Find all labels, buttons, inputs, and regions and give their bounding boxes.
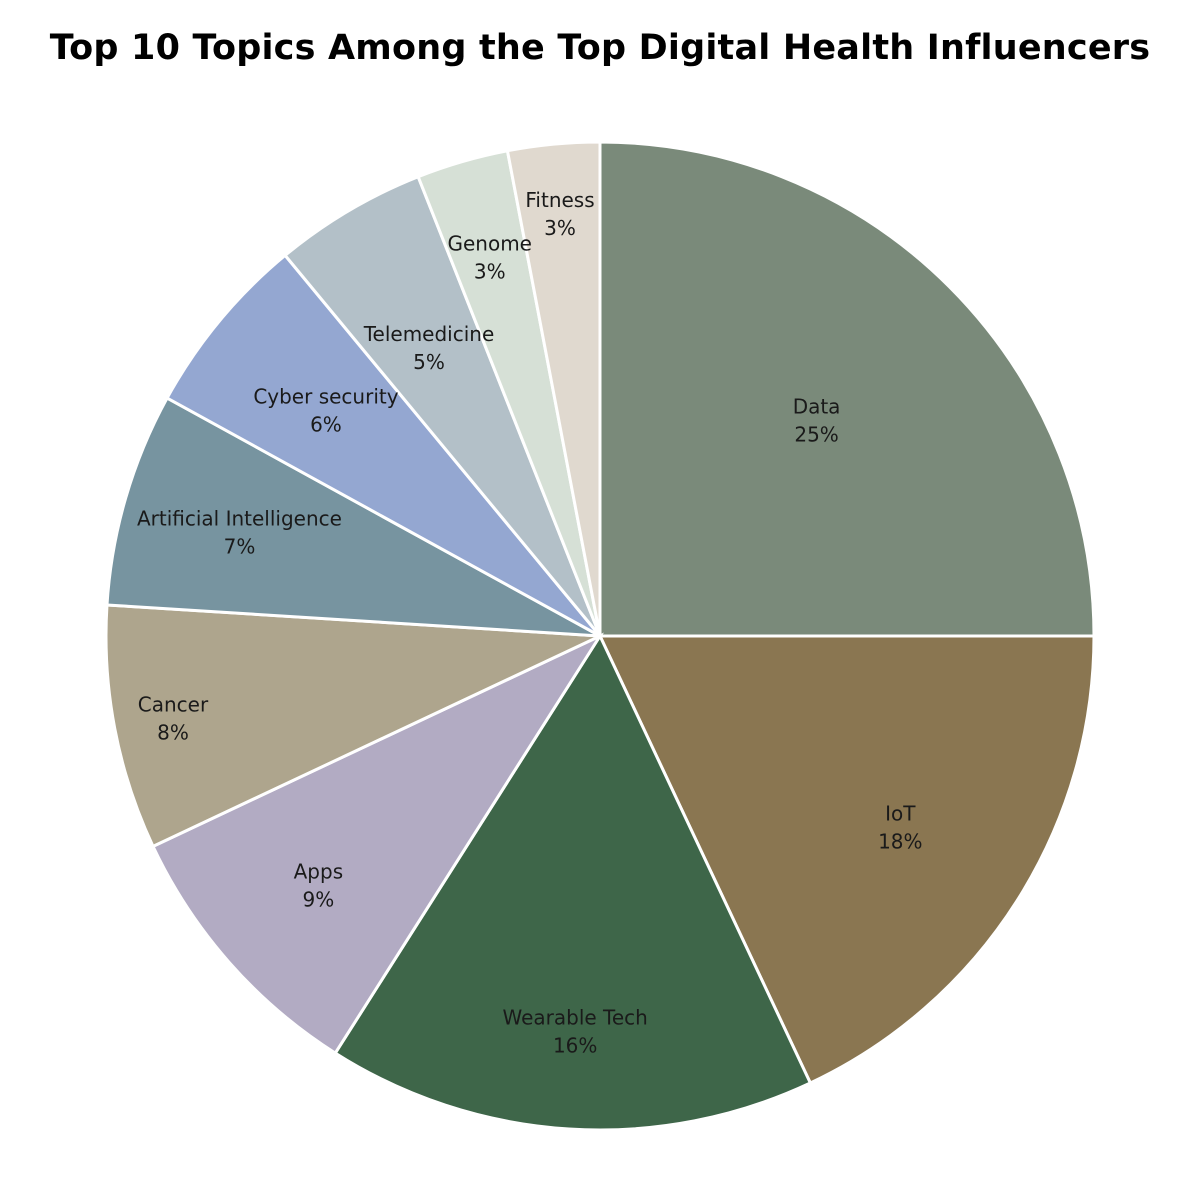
slice-percent-label: 5%	[413, 350, 445, 374]
slice-percent-label: 25%	[794, 422, 838, 446]
pie-slices	[104, 140, 1096, 1132]
slice-percent-label: 18%	[878, 830, 922, 854]
slice-label: Data	[793, 394, 841, 418]
slice-label: Cancer	[138, 692, 209, 716]
slice-percent-label: 3%	[474, 259, 506, 283]
slice-label: IoT	[885, 802, 916, 826]
slice-percent-label: 6%	[310, 412, 342, 436]
slice-percent-label: 9%	[303, 887, 335, 911]
pie-labels: Data 25% IoT 18% Wearable Tech 16% Apps 9% Cance…	[137, 188, 923, 1057]
slice-label: Fitness	[525, 188, 594, 212]
pie-slice-apps	[151, 632, 605, 1056]
slice-percent-label: 3%	[544, 216, 576, 240]
pie-slice-cyber-security	[165, 253, 602, 638]
slice-label: Artificial Intelligence	[137, 506, 342, 530]
slice-label: Wearable Tech	[503, 1005, 648, 1029]
pie-slice-telemedicine	[283, 174, 602, 637]
pie-slice-iot	[597, 634, 1096, 1085]
slice-label: Telemedicine	[363, 322, 495, 346]
pie-slice-wearable-tech	[333, 632, 813, 1132]
slice-label: Genome	[447, 231, 532, 255]
pie-slice-fitness	[505, 140, 602, 637]
slice-label: Apps	[294, 859, 344, 883]
slice-percent-label: 16%	[553, 1033, 597, 1057]
slice-percent-label: 7%	[224, 534, 256, 558]
slice-percent-label: 8%	[157, 720, 189, 744]
pie-slice-data	[598, 140, 1096, 638]
chart-title: Top 10 Topics Among the Top Digital Heal…	[49, 28, 1151, 68]
pie-slice-artificial-intelligence	[105, 395, 601, 638]
slice-label: Cyber security	[253, 384, 398, 408]
pie-slice-cancer	[104, 603, 601, 849]
